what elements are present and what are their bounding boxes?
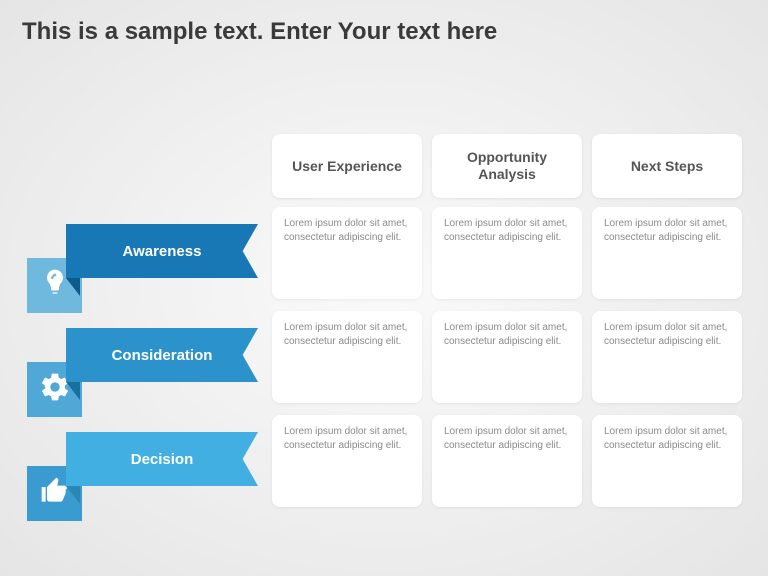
decision-ribbon-fold xyxy=(66,486,80,504)
decision-cells: Lorem ipsum dolor sit amet, consectetur … xyxy=(272,415,742,507)
awareness-ribbon: Awareness xyxy=(66,224,258,278)
cell-consideration-next: Lorem ipsum dolor sit amet, consectetur … xyxy=(592,311,742,403)
col-header-ux: User Experience xyxy=(272,134,422,198)
cell-decision-opportunity: Lorem ipsum dolor sit amet, consectetur … xyxy=(432,415,582,507)
decision-ribbon-label: Decision xyxy=(66,432,258,486)
consideration-ribbon-fold xyxy=(66,382,80,400)
col-header-opportunity: Opportunity Analysis xyxy=(432,134,582,198)
awareness-ribbon-label: Awareness xyxy=(66,224,258,278)
consideration-cells: Lorem ipsum dolor sit amet, consectetur … xyxy=(272,311,742,403)
cell-decision-ux: Lorem ipsum dolor sit amet, consectetur … xyxy=(272,415,422,507)
cell-consideration-ux: Lorem ipsum dolor sit amet, consectetur … xyxy=(272,311,422,403)
consideration-ribbon-label: Consideration xyxy=(66,328,258,382)
cell-awareness-next: Lorem ipsum dolor sit amet, consectetur … xyxy=(592,207,742,299)
col-header-next: Next Steps xyxy=(592,134,742,198)
cell-decision-next: Lorem ipsum dolor sit amet, consectetur … xyxy=(592,415,742,507)
cell-awareness-ux: Lorem ipsum dolor sit amet, consectetur … xyxy=(272,207,422,299)
cell-consideration-opportunity: Lorem ipsum dolor sit amet, consectetur … xyxy=(432,311,582,403)
awareness-ribbon-fold xyxy=(66,278,80,296)
awareness-cells: Lorem ipsum dolor sit amet, consectetur … xyxy=(272,207,742,299)
cell-awareness-opportunity: Lorem ipsum dolor sit amet, consectetur … xyxy=(432,207,582,299)
column-headers: User Experience Opportunity Analysis Nex… xyxy=(272,134,742,198)
page-title: This is a sample text. Enter Your text h… xyxy=(22,18,497,46)
decision-ribbon: Decision xyxy=(66,432,258,486)
consideration-ribbon: Consideration xyxy=(66,328,258,382)
